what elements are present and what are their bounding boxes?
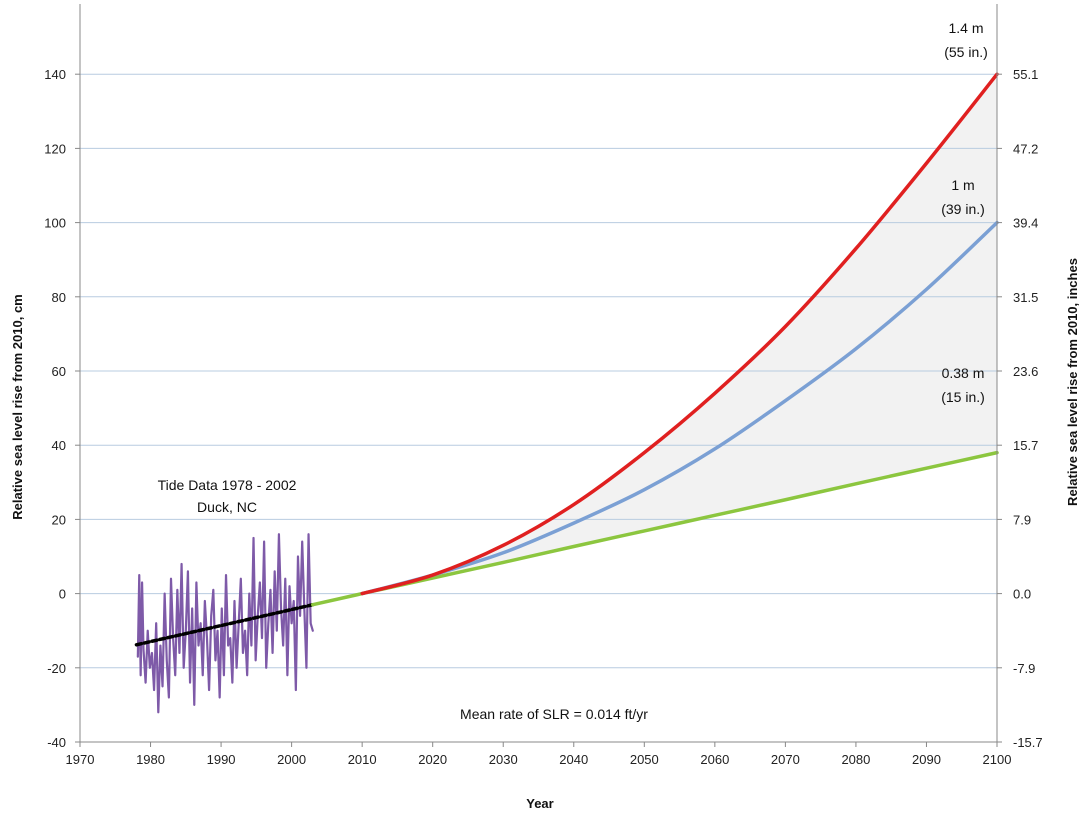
y2-tick-label: 0.0 bbox=[1013, 587, 1031, 602]
y2-tick-label: 39.4 bbox=[1013, 216, 1038, 231]
high-scenario-meters: 1.4 m bbox=[948, 20, 983, 36]
y-tick-label: 20 bbox=[52, 512, 66, 527]
x-tick-label: 2010 bbox=[348, 752, 377, 767]
x-tick-label: 2000 bbox=[277, 752, 306, 767]
mid-scenario-meters: 1 m bbox=[951, 177, 974, 193]
y2-tick-label: 23.6 bbox=[1013, 364, 1038, 379]
y2-tick-label: -7.9 bbox=[1013, 661, 1035, 676]
x-tick-label: 2020 bbox=[418, 752, 447, 767]
x-tick-label: 1970 bbox=[66, 752, 95, 767]
projection-range-fill bbox=[362, 74, 998, 594]
mid-scenario-inches: (39 in.) bbox=[941, 201, 985, 217]
y-tick-label: 0 bbox=[59, 587, 66, 602]
y-tick-label: -40 bbox=[47, 735, 66, 750]
high-scenario-line bbox=[360, 72, 999, 596]
x-tick-label: 2060 bbox=[700, 752, 729, 767]
x-tick-label: 1990 bbox=[207, 752, 236, 767]
y2-tick-label: -15.7 bbox=[1013, 735, 1043, 750]
y-tick-label: 80 bbox=[52, 290, 66, 305]
y2-tick-label: 31.5 bbox=[1013, 290, 1038, 305]
x-tick-label: 2100 bbox=[983, 752, 1012, 767]
x-tick-label: 2080 bbox=[841, 752, 870, 767]
y-tick-label: 60 bbox=[52, 364, 66, 379]
y2-tick-label: 55.1 bbox=[1013, 67, 1038, 82]
x-tick-label: 2030 bbox=[489, 752, 518, 767]
intermediate-scenario-line bbox=[360, 220, 999, 596]
y-tick-label: 140 bbox=[44, 67, 66, 82]
y2-tick-label: 7.9 bbox=[1013, 512, 1031, 527]
tide-data-line bbox=[136, 533, 314, 714]
low-scenario-inches: (15 in.) bbox=[941, 389, 985, 405]
tide-trend-line bbox=[134, 602, 315, 647]
x-tick-label: 2050 bbox=[630, 752, 659, 767]
y-tick-label: 40 bbox=[52, 438, 66, 453]
axes: -40 -15.7 -20 -7.9 0 0.0 20 7.9 40 15.7 60 23.6 80 31… bbox=[44, 4, 1043, 767]
y2-tick-label: 15.7 bbox=[1013, 438, 1038, 453]
y2-tick-label: 47.2 bbox=[1013, 141, 1038, 156]
y-axis-title-left: Relative sea level rise from 2010, cm bbox=[10, 294, 25, 519]
high-scenario-inches: (55 in.) bbox=[944, 44, 988, 60]
x-axis-title: Year bbox=[526, 796, 553, 811]
tide-data-title: Tide Data 1978 - 2002 bbox=[158, 477, 297, 493]
low-scenario-meters: 0.38 m bbox=[942, 365, 985, 381]
y-tick-label: 100 bbox=[44, 216, 66, 231]
x-tick-label: 2090 bbox=[912, 752, 941, 767]
x-tick-label: 1980 bbox=[136, 752, 165, 767]
mean-rate-label: Mean rate of SLR = 0.014 ft/yr bbox=[460, 706, 648, 722]
y-tick-label: -20 bbox=[47, 661, 66, 676]
x-tick-label: 2070 bbox=[771, 752, 800, 767]
series-lines bbox=[134, 72, 999, 714]
gridlines bbox=[80, 73, 997, 669]
y-axis-title-right: Relative sea level rise from 2010, inche… bbox=[1065, 258, 1080, 506]
tide-data-location: Duck, NC bbox=[197, 499, 257, 515]
x-tick-label: 2040 bbox=[559, 752, 588, 767]
y-tick-label: 120 bbox=[44, 141, 66, 156]
